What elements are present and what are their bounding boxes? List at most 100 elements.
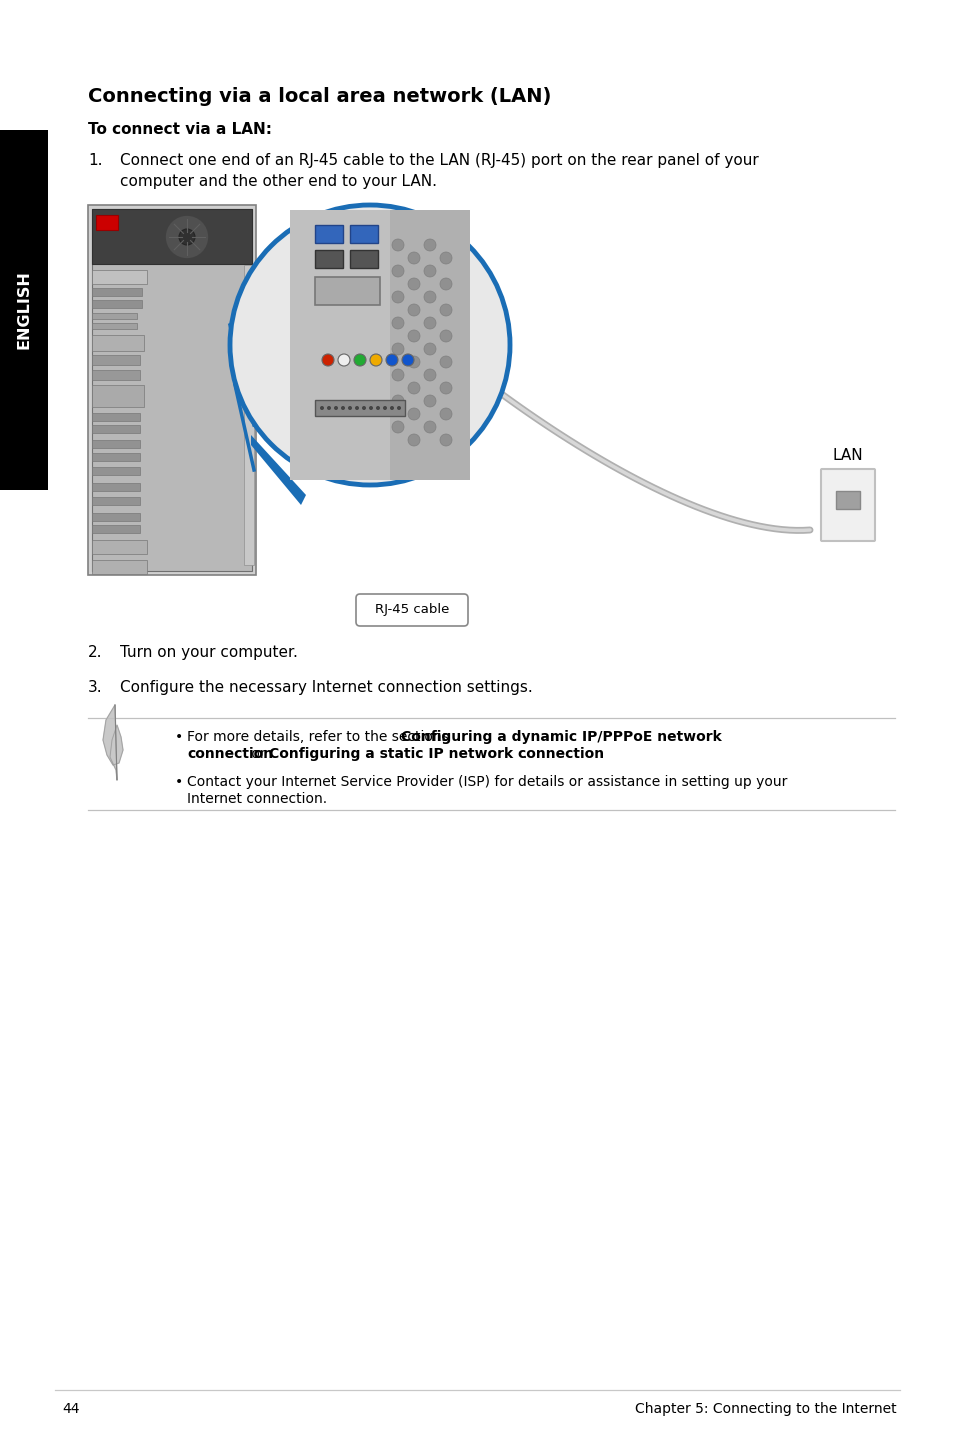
Text: Configure the necessary Internet connection settings.: Configure the necessary Internet connect… [120, 680, 532, 695]
Circle shape [179, 229, 194, 244]
Circle shape [439, 434, 452, 446]
Circle shape [392, 239, 403, 252]
Circle shape [392, 395, 403, 407]
Text: Configuring a static IP network connection: Configuring a static IP network connecti… [269, 746, 603, 761]
Circle shape [408, 329, 419, 342]
Circle shape [439, 357, 452, 368]
Circle shape [408, 434, 419, 446]
Text: Configuring a dynamic IP/PPPoE network: Configuring a dynamic IP/PPPoE network [400, 731, 721, 743]
Bar [91, 270, 147, 283]
Circle shape [423, 395, 436, 407]
Bar [244, 265, 253, 565]
Text: ENGLISH: ENGLISH [16, 270, 31, 349]
Text: Internet connection.: Internet connection. [187, 792, 327, 807]
Bar [91, 324, 137, 329]
Bar [314, 250, 343, 267]
Circle shape [327, 406, 331, 410]
Circle shape [337, 354, 350, 367]
Text: RJ-45 cable: RJ-45 cable [375, 604, 449, 617]
Circle shape [423, 290, 436, 303]
Circle shape [348, 406, 352, 410]
Circle shape [386, 354, 397, 367]
Bar [96, 216, 118, 230]
Circle shape [439, 252, 452, 265]
Circle shape [439, 408, 452, 420]
Text: 44: 44 [62, 1402, 79, 1416]
FancyBboxPatch shape [821, 469, 874, 541]
Circle shape [392, 421, 403, 433]
Polygon shape [251, 406, 335, 464]
Text: •: • [174, 775, 183, 789]
Circle shape [392, 370, 403, 381]
Text: Turn on your computer.: Turn on your computer. [120, 646, 297, 660]
Bar [91, 209, 252, 265]
Text: To connect via a LAN:: To connect via a LAN: [88, 122, 272, 137]
Bar [314, 278, 379, 305]
Circle shape [392, 316, 403, 329]
Circle shape [408, 408, 419, 420]
Bar [350, 224, 377, 243]
Circle shape [392, 344, 403, 355]
Text: or: or [247, 746, 271, 761]
Circle shape [355, 406, 358, 410]
Circle shape [382, 406, 387, 410]
Bar [91, 209, 252, 571]
Circle shape [408, 252, 419, 265]
Bar [350, 250, 377, 267]
Circle shape [165, 216, 209, 259]
Text: Contact your Internet Service Provider (ISP) for details or assistance in settin: Contact your Internet Service Provider (… [187, 775, 786, 789]
Text: Chapter 5: Connecting to the Internet: Chapter 5: Connecting to the Internet [635, 1402, 896, 1416]
Bar [91, 453, 140, 462]
Bar [91, 301, 142, 308]
Bar [91, 483, 140, 490]
Bar [91, 370, 140, 380]
Circle shape [334, 406, 337, 410]
Bar [91, 559, 147, 574]
Circle shape [319, 406, 324, 410]
Bar [91, 413, 140, 421]
Text: .: . [522, 746, 527, 761]
Circle shape [423, 265, 436, 278]
Circle shape [439, 303, 452, 316]
Circle shape [423, 421, 436, 433]
Text: Connect one end of an RJ-45 cable to the LAN (RJ-45) port on the rear panel of y: Connect one end of an RJ-45 cable to the… [120, 152, 758, 188]
Circle shape [439, 329, 452, 342]
Bar [91, 467, 140, 475]
Circle shape [340, 406, 345, 410]
Circle shape [423, 344, 436, 355]
Text: connection: connection [187, 746, 273, 761]
Bar [91, 313, 137, 319]
Circle shape [423, 316, 436, 329]
Circle shape [375, 406, 379, 410]
Circle shape [370, 354, 381, 367]
Bar [91, 498, 140, 505]
Text: 1.: 1. [88, 152, 102, 168]
Circle shape [408, 303, 419, 316]
Bar [91, 335, 144, 351]
Text: Connecting via a local area network (LAN): Connecting via a local area network (LAN… [88, 88, 551, 106]
Bar [0, 129, 48, 490]
Text: 3.: 3. [88, 680, 103, 695]
Circle shape [439, 278, 452, 290]
Text: LAN: LAN [832, 449, 862, 463]
Bar [91, 513, 140, 521]
Circle shape [230, 206, 510, 485]
Circle shape [392, 265, 403, 278]
Bar [835, 490, 859, 509]
Circle shape [369, 406, 373, 410]
Circle shape [408, 357, 419, 368]
Bar [314, 400, 405, 416]
Polygon shape [251, 436, 306, 505]
Text: •: • [174, 731, 183, 743]
Text: 2.: 2. [88, 646, 102, 660]
Circle shape [423, 239, 436, 252]
Circle shape [423, 370, 436, 381]
Bar [91, 440, 140, 449]
Circle shape [408, 383, 419, 394]
Bar [91, 385, 144, 407]
Circle shape [439, 383, 452, 394]
Bar [91, 355, 140, 365]
FancyBboxPatch shape [355, 594, 468, 626]
Bar [91, 288, 142, 296]
Circle shape [401, 354, 414, 367]
